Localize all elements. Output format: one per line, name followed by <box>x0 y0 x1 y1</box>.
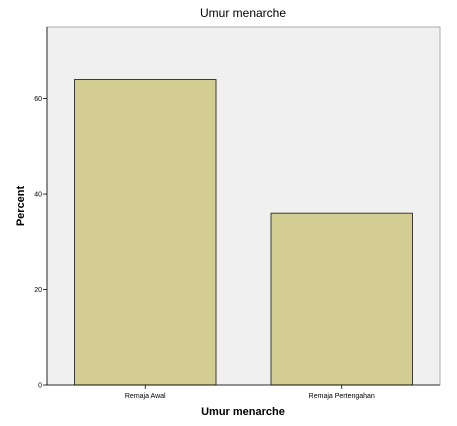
x-category-label: Remaja Awal <box>125 393 166 400</box>
y-axis-ticks: 0 20 40 60 <box>34 96 47 390</box>
x-axis-title: Umur menarche <box>201 406 285 418</box>
y-tick-label: 0 <box>38 383 42 390</box>
x-category-label: Remaja Pertengahan <box>309 393 375 400</box>
y-tick-label: 20 <box>34 287 42 294</box>
bar-remaja-awal <box>74 79 217 386</box>
y-tick-label: 40 <box>34 192 42 199</box>
y-tick-label: 60 <box>34 96 42 103</box>
y-axis-title: Percent <box>15 185 27 226</box>
chart-title: Umur menarche <box>200 6 286 20</box>
x-axis-category-labels: Remaja Awal Remaja Pertengahan <box>125 385 375 400</box>
bars-group <box>74 79 413 386</box>
bar-remaja-pertengahan <box>270 212 413 386</box>
